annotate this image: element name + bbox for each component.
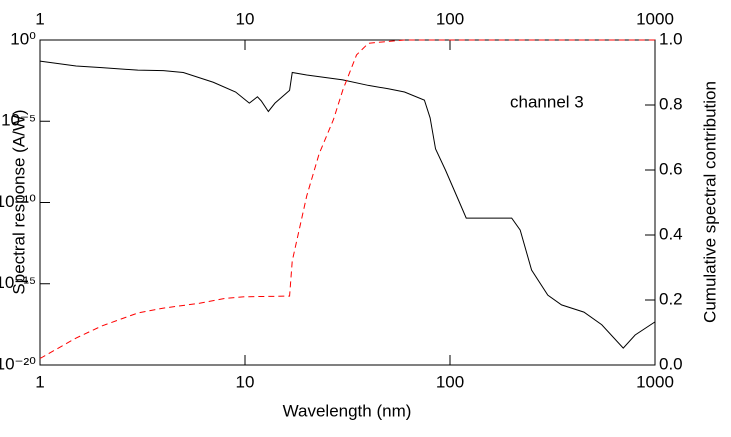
- y-tick-label: 10⁰: [10, 29, 36, 48]
- data-line: [39, 60, 656, 349]
- y-axis-label: Spectral response (A/W): [9, 109, 28, 294]
- y2-tick-label: 0.6: [659, 159, 683, 178]
- plot-frame: [39, 39, 656, 366]
- x-tick-label: 1: [35, 372, 44, 391]
- y2-tick-label: 1.0: [659, 29, 683, 48]
- y2-tick-label: 0.8: [659, 94, 683, 113]
- y2-tick-label: 0.0: [659, 354, 683, 373]
- x-tick-label: 10: [236, 372, 255, 391]
- y2-tick-label: 0.2: [659, 289, 683, 308]
- y-tick-label: 10⁻⁵: [1, 111, 36, 130]
- x-top-tick-label: 10: [236, 9, 255, 28]
- y2-axis-label: Cumulative spectral contribution: [700, 81, 719, 323]
- y-tick-label: 10⁻¹⁵: [0, 273, 36, 292]
- data-line: [39, 39, 655, 359]
- x-top-tick-label: 1: [35, 9, 44, 28]
- y-tick-label: 10⁻¹⁰: [0, 192, 36, 211]
- x-tick-label: 100: [436, 372, 464, 391]
- x-tick-label: 1000: [636, 372, 674, 391]
- x-top-tick-label: 1000: [636, 9, 674, 28]
- x-axis-label: Wavelength (nm): [283, 401, 412, 420]
- x-top-tick-label: 100: [436, 9, 464, 28]
- y2-tick-label: 0.4: [659, 224, 683, 243]
- y-tick-label: 10⁻²⁰: [0, 354, 36, 373]
- annotation: channel 3: [510, 92, 584, 111]
